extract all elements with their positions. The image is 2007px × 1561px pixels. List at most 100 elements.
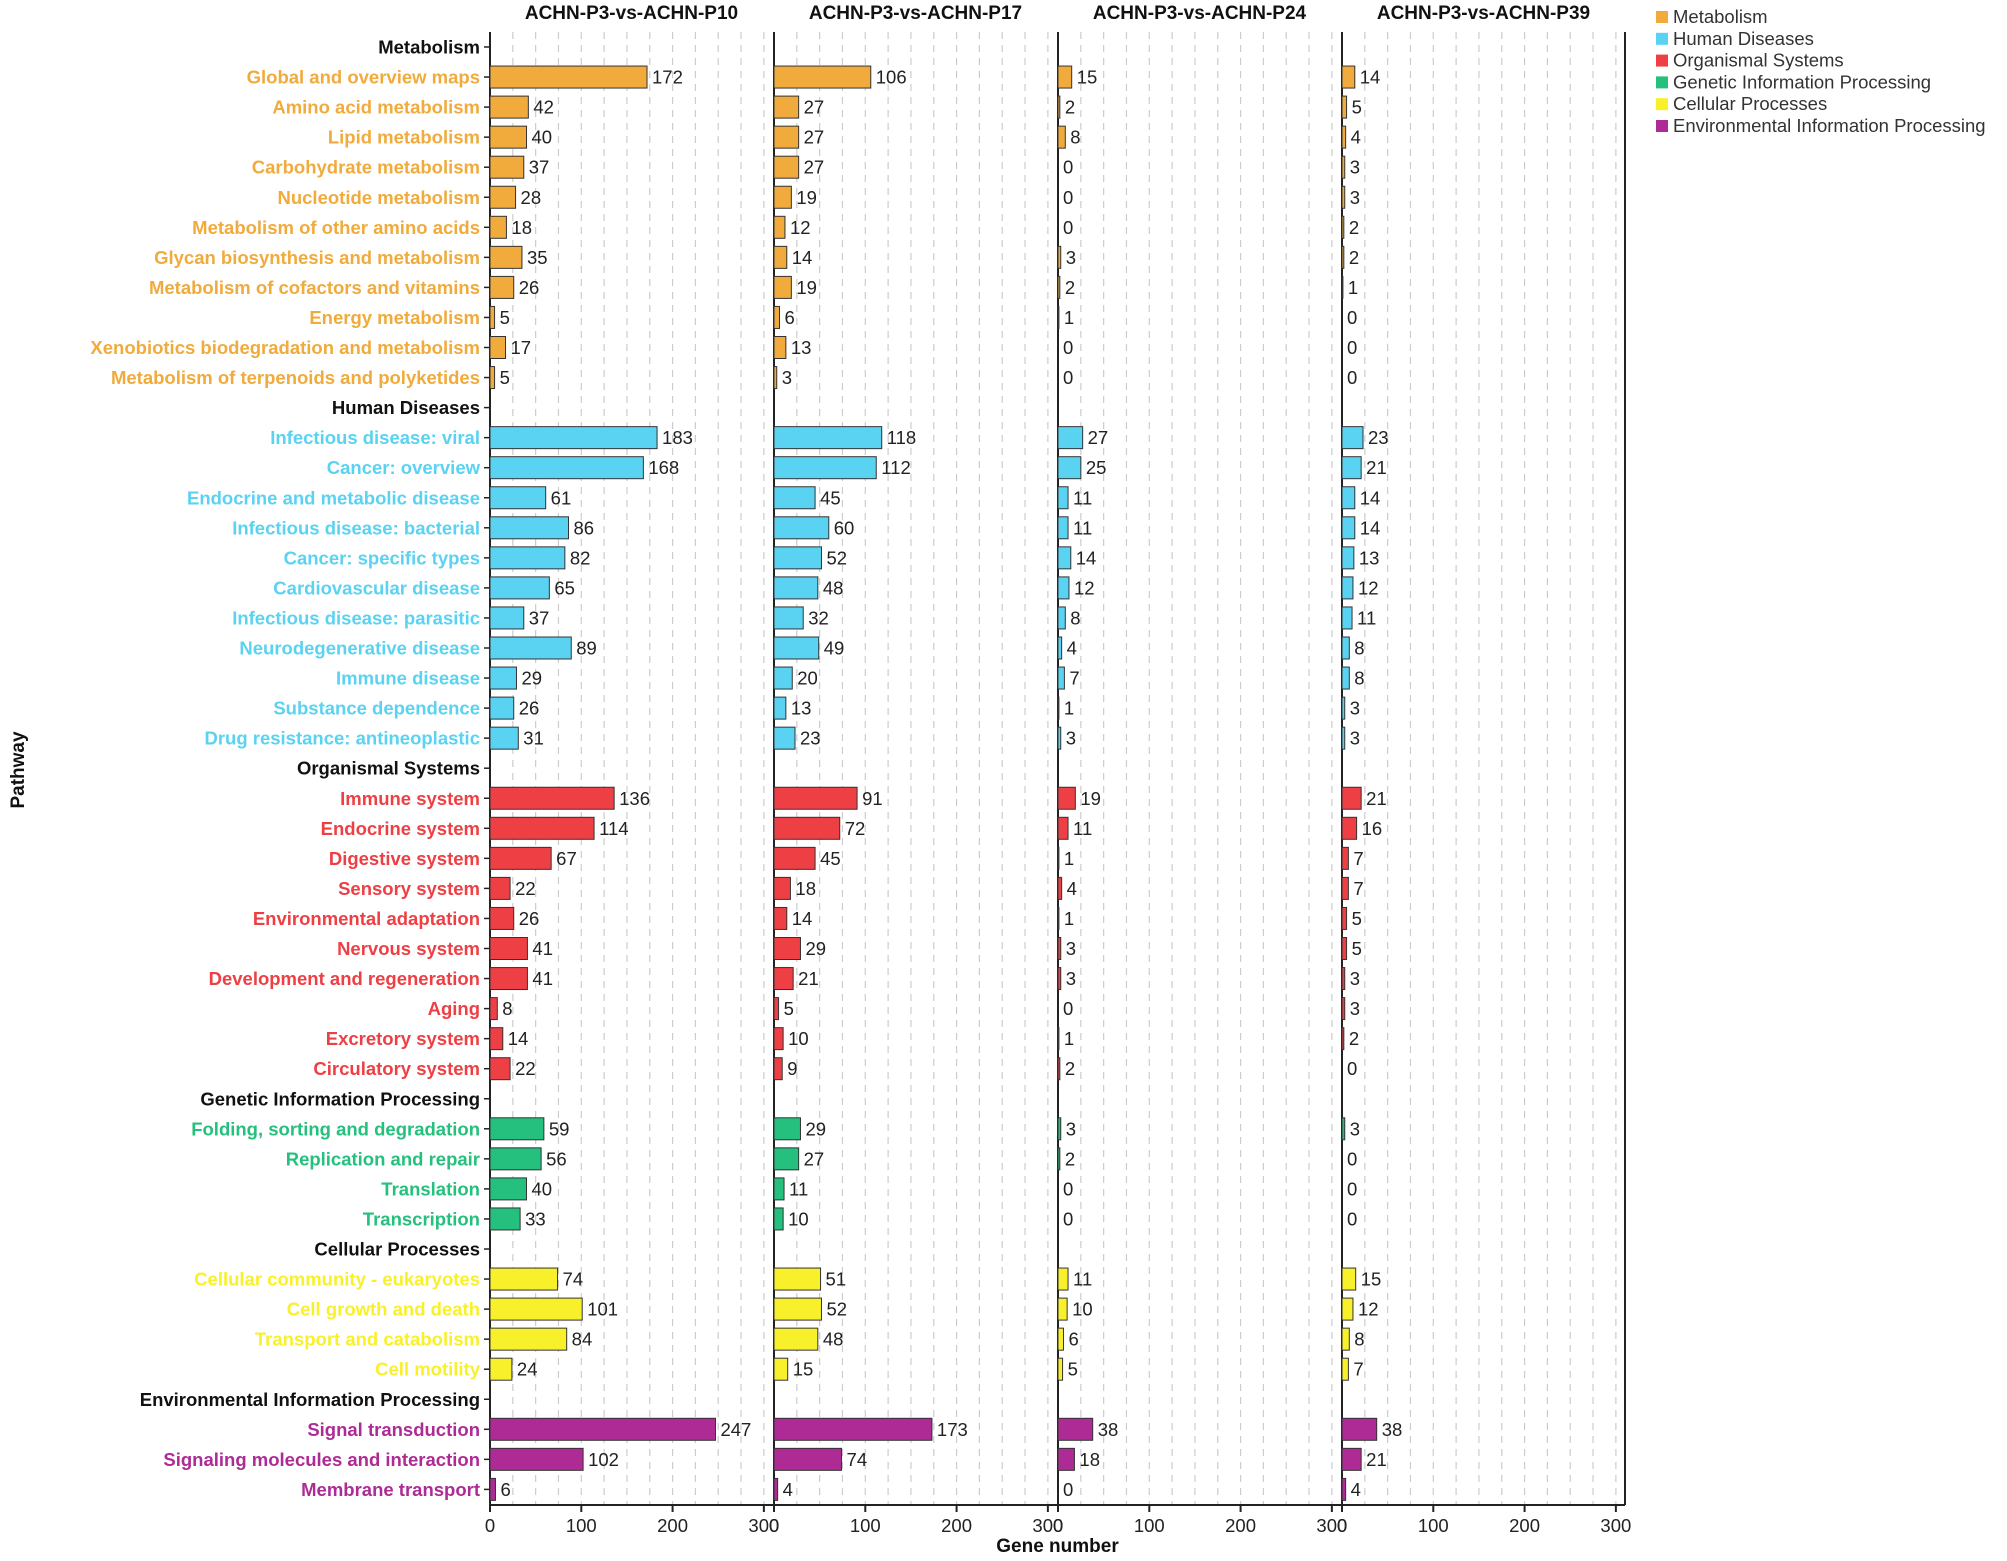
- bar: [1341, 546, 1355, 570]
- value-label: 4: [1067, 878, 1077, 899]
- bar: [489, 816, 595, 840]
- bar: [773, 696, 787, 720]
- bar: [773, 846, 816, 870]
- value-label: 10: [1072, 1299, 1093, 1320]
- value-label: 114: [599, 818, 629, 839]
- value-label: 17: [511, 337, 532, 358]
- pathway-label: Amino acid metabolism: [272, 97, 480, 118]
- bar: [1057, 305, 1060, 329]
- bar: [1341, 1117, 1346, 1141]
- bar: [1341, 426, 1364, 450]
- pathway-label: Infectious disease: parasitic: [232, 607, 480, 628]
- value-label: 28: [521, 187, 542, 208]
- bar: [773, 65, 872, 89]
- legend-swatch: [1656, 76, 1668, 89]
- bar: [773, 1447, 843, 1471]
- bar: [489, 906, 515, 930]
- legend-label: Cellular Processes: [1673, 93, 1827, 114]
- value-label: 29: [805, 938, 826, 959]
- pathway-label: Metabolism of cofactors and vitamins: [149, 277, 480, 298]
- bar: [489, 1327, 568, 1351]
- value-label: 27: [804, 157, 825, 178]
- bar: [773, 275, 792, 299]
- value-label: 4: [783, 1479, 793, 1500]
- x-tick-label: 300: [1032, 1515, 1063, 1536]
- value-label: 6: [784, 307, 794, 328]
- bar: [1341, 846, 1349, 870]
- bar: [1057, 906, 1060, 930]
- value-label: 84: [572, 1329, 593, 1350]
- bar: [773, 1117, 801, 1141]
- bar: [1057, 1357, 1064, 1381]
- value-label: 3: [1350, 968, 1360, 989]
- pathway-label: Metabolism of other amino acids: [192, 217, 480, 238]
- value-label: 2: [1349, 1028, 1359, 1049]
- pathway-label: Sensory system: [338, 878, 480, 899]
- value-label: 38: [1382, 1419, 1403, 1440]
- x-tick-label: 200: [657, 1515, 688, 1536]
- value-label: 33: [525, 1208, 546, 1229]
- bar: [1341, 997, 1346, 1021]
- value-label: 3: [1066, 1118, 1076, 1139]
- value-label: 4: [1067, 638, 1077, 659]
- value-label: 3: [1350, 698, 1360, 719]
- value-label: 35: [527, 247, 548, 268]
- bar: [773, 336, 787, 359]
- bar: [773, 606, 804, 630]
- value-label: 11: [1073, 487, 1092, 508]
- value-label: 20: [797, 668, 818, 689]
- bar: [1341, 1027, 1345, 1051]
- bar: [773, 576, 819, 600]
- pathway-label: Cancer: overview: [327, 457, 481, 478]
- value-label: 0: [1347, 337, 1357, 358]
- x-tick-label: 100: [1418, 1515, 1449, 1536]
- value-label: 1: [1348, 277, 1358, 298]
- value-label: 45: [820, 848, 841, 869]
- pathway-label: Drug resistance: antineoplastic: [204, 728, 480, 749]
- legend-swatch: [1656, 54, 1668, 67]
- bar: [489, 95, 529, 119]
- bar: [1057, 245, 1062, 269]
- bar: [1341, 666, 1350, 690]
- value-label: 2: [1065, 1058, 1075, 1079]
- value-label: 7: [1353, 848, 1363, 869]
- pathway-label: Cardiovascular disease: [273, 577, 480, 598]
- value-label: 51: [826, 1269, 847, 1290]
- legend-swatch: [1656, 98, 1668, 111]
- value-label: 19: [796, 277, 817, 298]
- value-label: 5: [784, 998, 794, 1019]
- group-header-label: Metabolism: [378, 37, 480, 58]
- bar: [1341, 155, 1346, 179]
- value-label: 5: [1352, 97, 1362, 118]
- bar: [1341, 95, 1348, 119]
- panel-title: ACHN-P3-vs-ACHN-P10: [525, 3, 738, 24]
- bar: [773, 185, 792, 209]
- bar: [489, 1027, 504, 1051]
- value-label: 0: [1063, 1208, 1073, 1229]
- value-label: 8: [1354, 638, 1364, 659]
- bar: [489, 366, 496, 390]
- bar: [1057, 1057, 1061, 1081]
- bar: [773, 456, 877, 480]
- bar: [1057, 937, 1062, 960]
- bar: [773, 305, 780, 329]
- value-label: 12: [790, 217, 811, 238]
- value-label: 52: [826, 547, 847, 568]
- bar: [773, 546, 822, 570]
- value-label: 0: [1347, 1058, 1357, 1079]
- value-label: 41: [532, 968, 553, 989]
- bar: [489, 876, 511, 900]
- pathway-label: Endocrine and metabolic disease: [187, 487, 480, 508]
- value-label: 24: [517, 1359, 538, 1380]
- pathway-label: Digestive system: [329, 848, 480, 869]
- value-label: 19: [796, 187, 817, 208]
- pathway-label: Translation: [381, 1178, 480, 1199]
- value-label: 0: [1063, 337, 1073, 358]
- pathway-label: Cellular community - eukaryotes: [194, 1269, 480, 1290]
- x-tick-label: 300: [748, 1515, 779, 1536]
- value-label: 26: [519, 908, 540, 929]
- panel-title: ACHN-P3-vs-ACHN-P24: [1093, 3, 1307, 24]
- bar: [1341, 1267, 1357, 1291]
- bar: [773, 786, 858, 810]
